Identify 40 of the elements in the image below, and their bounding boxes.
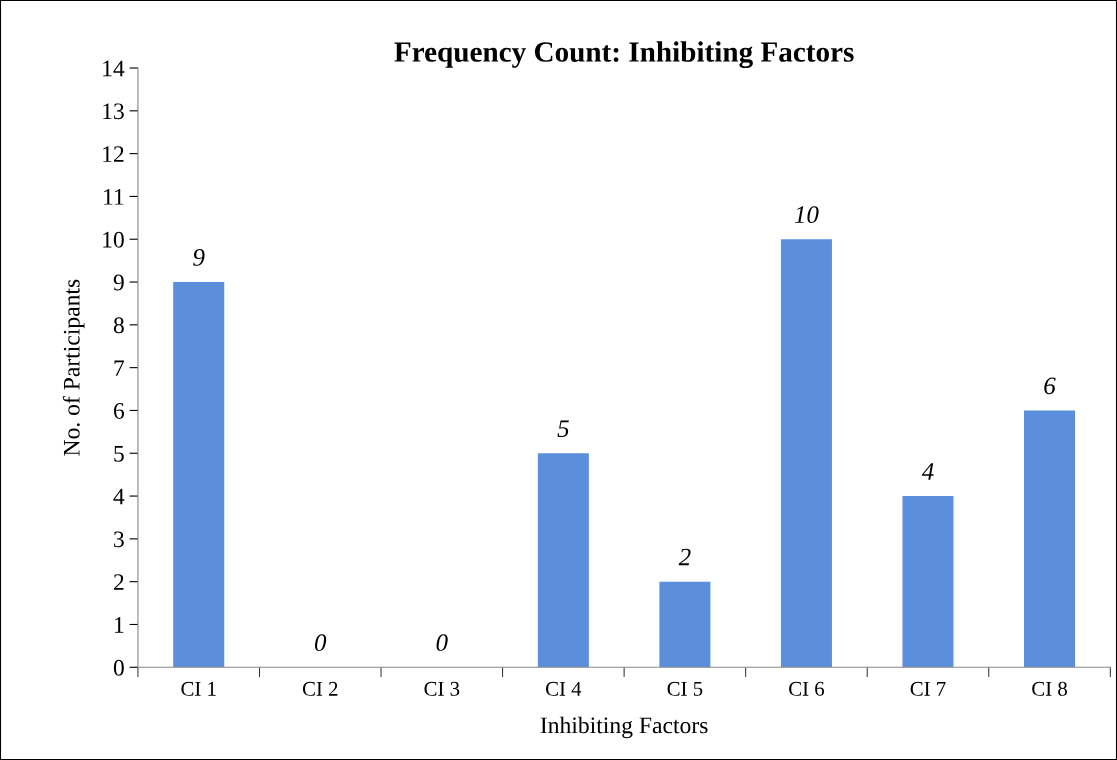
y-tick-label: 1 (115, 617, 124, 633)
y-tick-label: 8 (113, 317, 124, 334)
y-tick-label: 12 (103, 146, 124, 162)
data-label: 6 (1044, 377, 1056, 395)
chart-title: Frequency Count: Inhibiting Factors (394, 41, 854, 69)
x-tick-label: CI 5 (667, 681, 703, 696)
data-label: 0 (436, 634, 448, 652)
data-label: 5 (557, 420, 569, 438)
y-tick-label: 9 (113, 274, 124, 291)
bar (537, 453, 589, 668)
x-tick-label: CI 4 (545, 681, 582, 696)
y-tick-label: 4 (113, 488, 125, 505)
x-tick-label: CI 1 (181, 681, 216, 696)
y-tick-label: 6 (113, 403, 125, 419)
x-tick-label: CI 2 (302, 681, 338, 696)
y-tick-label: 2 (113, 574, 124, 590)
y-tick-label: 5 (114, 445, 124, 462)
bar (173, 282, 225, 668)
y-tick-label: 3 (114, 531, 124, 548)
y-axis-title: No. of Participants (62, 279, 85, 456)
data-label: 2 (678, 548, 691, 566)
data-label: 0 (314, 634, 327, 652)
bar (659, 581, 711, 668)
x-tick-label: CI 7 (910, 681, 946, 696)
y-tick-label: 10 (103, 231, 124, 248)
y-tick-label: 14 (103, 60, 125, 77)
x-tick-label: CI 6 (789, 681, 825, 696)
x-tick-label: CI 8 (1032, 681, 1067, 696)
x-tick-label: CI 3 (424, 681, 460, 696)
data-label: 10 (794, 206, 819, 224)
data-label: 9 (193, 249, 205, 266)
y-tick-label: 0 (113, 659, 124, 676)
bar (780, 239, 832, 668)
y-tick-label: 11 (104, 189, 124, 205)
x-axis-title: Inhibiting Factors (540, 716, 708, 739)
bar (1024, 410, 1076, 668)
y-tick-label: 7 (114, 360, 125, 376)
y-tick-label: 13 (103, 103, 124, 120)
data-label: 4 (921, 463, 934, 480)
bar (902, 496, 954, 668)
